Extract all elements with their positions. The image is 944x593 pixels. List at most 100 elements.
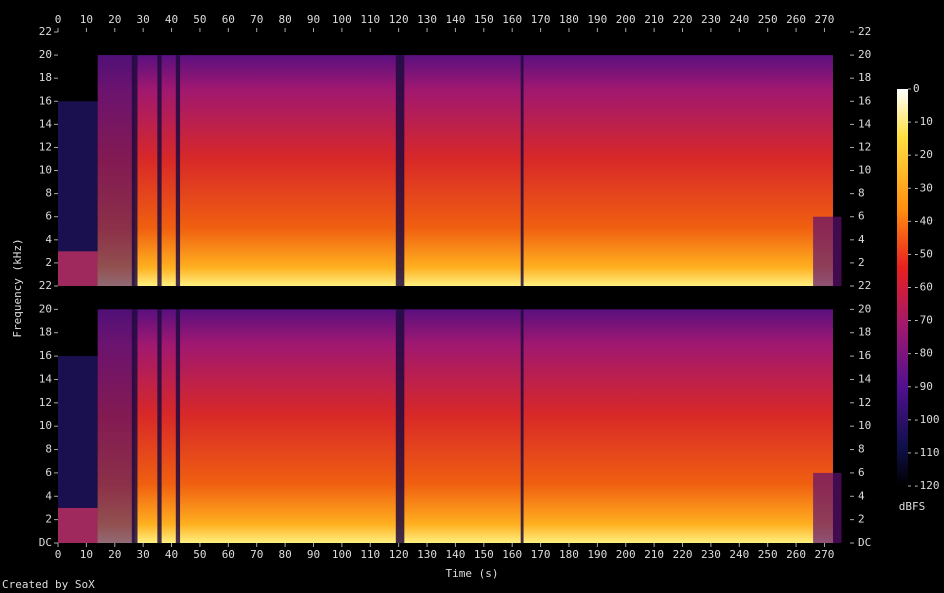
y-tick-label: 22 bbox=[39, 279, 52, 292]
y-tick-label: 4 bbox=[858, 233, 865, 246]
y-tick-label: 20 bbox=[39, 302, 52, 315]
intro-low bbox=[58, 507, 98, 543]
y-tick-label: 10 bbox=[858, 419, 871, 432]
quiet-stripe bbox=[131, 55, 138, 286]
y-tick-label: 4 bbox=[858, 489, 865, 502]
colorbar-tick-label: -40 bbox=[913, 214, 933, 227]
y-tick-label: 16 bbox=[39, 94, 52, 107]
spectrum bbox=[97, 309, 833, 543]
y-tick-label: 2 bbox=[45, 513, 52, 526]
x-tick-label: 150 bbox=[474, 548, 494, 561]
colorbar bbox=[897, 89, 908, 486]
y-tick-label: 20 bbox=[858, 302, 871, 315]
y-axis-label: Frequency (kHz) bbox=[11, 238, 24, 337]
colorbar-tick-label: -30 bbox=[913, 181, 933, 194]
quiet-stripe bbox=[157, 55, 162, 286]
x-tick-label: 160 bbox=[502, 13, 522, 26]
spectrum-fade bbox=[97, 309, 135, 543]
spectrum-tail bbox=[813, 472, 842, 543]
y-tick-label: 2 bbox=[858, 256, 865, 269]
y-tick-label: 6 bbox=[858, 210, 865, 223]
x-tick-label: 100 bbox=[332, 13, 352, 26]
x-tick-label: 20 bbox=[108, 13, 121, 26]
quiet-stripe bbox=[395, 55, 405, 286]
x-tick-label: 90 bbox=[307, 13, 320, 26]
x-tick-label: 80 bbox=[278, 548, 291, 561]
x-tick-label: 220 bbox=[673, 548, 693, 561]
x-tick-label: 230 bbox=[701, 548, 721, 561]
y-tick-label: DC bbox=[858, 536, 871, 549]
y-tick-label: 16 bbox=[39, 349, 52, 362]
y-tick-label: 6 bbox=[45, 210, 52, 223]
x-tick-label: 250 bbox=[758, 13, 778, 26]
x-tick-label: 180 bbox=[559, 548, 579, 561]
x-tick-label: 60 bbox=[222, 548, 235, 561]
x-tick-label: 120 bbox=[389, 548, 409, 561]
x-tick-label: 140 bbox=[445, 548, 465, 561]
x-tick-label: 240 bbox=[729, 548, 749, 561]
x-tick-label: 270 bbox=[815, 548, 835, 561]
x-tick-label: 260 bbox=[786, 13, 806, 26]
quiet-stripe bbox=[175, 55, 181, 286]
x-tick-label: 250 bbox=[758, 548, 778, 561]
x-tick-label: 150 bbox=[474, 13, 494, 26]
x-tick-label: 210 bbox=[644, 548, 664, 561]
y-tick-label: 8 bbox=[45, 187, 52, 200]
x-tick-label: 50 bbox=[193, 548, 206, 561]
quiet-stripe bbox=[520, 55, 524, 286]
y-tick-label: 4 bbox=[45, 233, 52, 246]
quiet-stripe bbox=[131, 309, 138, 543]
x-tick-label: 60 bbox=[222, 13, 235, 26]
spectrum-tail bbox=[813, 216, 842, 286]
colorbar-tick-label: -50 bbox=[913, 247, 933, 260]
y-tick-label: 14 bbox=[39, 117, 53, 130]
colorbar-tick-label: -20 bbox=[913, 148, 933, 161]
y-tick-label: 22 bbox=[39, 25, 52, 38]
y-tick-label: 2 bbox=[858, 513, 865, 526]
y-tick-label: 16 bbox=[858, 349, 871, 362]
spectrum bbox=[97, 55, 833, 286]
colorbar-tick-label: -60 bbox=[913, 281, 933, 294]
x-tick-label: 200 bbox=[616, 13, 636, 26]
x-tick-label: 210 bbox=[644, 13, 664, 26]
x-tick-label: 240 bbox=[729, 13, 749, 26]
x-tick-label: 20 bbox=[108, 548, 121, 561]
y-tick-label: 8 bbox=[858, 443, 865, 456]
x-tick-label: 220 bbox=[673, 13, 693, 26]
x-tick-label: 160 bbox=[502, 548, 522, 561]
x-tick-label: 70 bbox=[250, 548, 263, 561]
x-tick-label: 110 bbox=[360, 13, 380, 26]
colorbar-tick-label: -80 bbox=[913, 347, 933, 360]
x-tick-label: 190 bbox=[587, 13, 607, 26]
x-axis-label: Time (s) bbox=[446, 567, 499, 580]
x-tick-label: 270 bbox=[815, 13, 835, 26]
y-tick-label: 12 bbox=[858, 140, 871, 153]
y-tick-label: 2 bbox=[45, 256, 52, 269]
x-tick-label: 130 bbox=[417, 13, 437, 26]
colorbar-tick-label: -90 bbox=[913, 380, 933, 393]
x-tick-label: 170 bbox=[531, 13, 551, 26]
quiet-stripe bbox=[395, 309, 405, 543]
y-tick-label: 14 bbox=[858, 117, 872, 130]
y-tick-label: 4 bbox=[45, 489, 52, 502]
x-tick-label: 30 bbox=[137, 548, 150, 561]
y-tick-label: 8 bbox=[858, 187, 865, 200]
x-tick-label: 260 bbox=[786, 548, 806, 561]
x-tick-label: 230 bbox=[701, 13, 721, 26]
y-tick-label: 16 bbox=[858, 94, 871, 107]
y-tick-label: 12 bbox=[39, 396, 52, 409]
x-tick-label: 120 bbox=[389, 13, 409, 26]
quiet-stripe bbox=[175, 309, 181, 543]
x-tick-label: 30 bbox=[137, 13, 150, 26]
x-tick-label: 140 bbox=[445, 13, 465, 26]
y-tick-label: 20 bbox=[858, 48, 871, 61]
x-tick-label: 40 bbox=[165, 548, 178, 561]
x-tick-label: 10 bbox=[80, 548, 93, 561]
y-tick-label: 18 bbox=[39, 71, 52, 84]
y-tick-label: 14 bbox=[39, 372, 53, 385]
y-tick-label: DC bbox=[39, 536, 52, 549]
colorbar-tick-label: 0 bbox=[913, 82, 920, 95]
x-tick-label: 190 bbox=[587, 548, 607, 561]
